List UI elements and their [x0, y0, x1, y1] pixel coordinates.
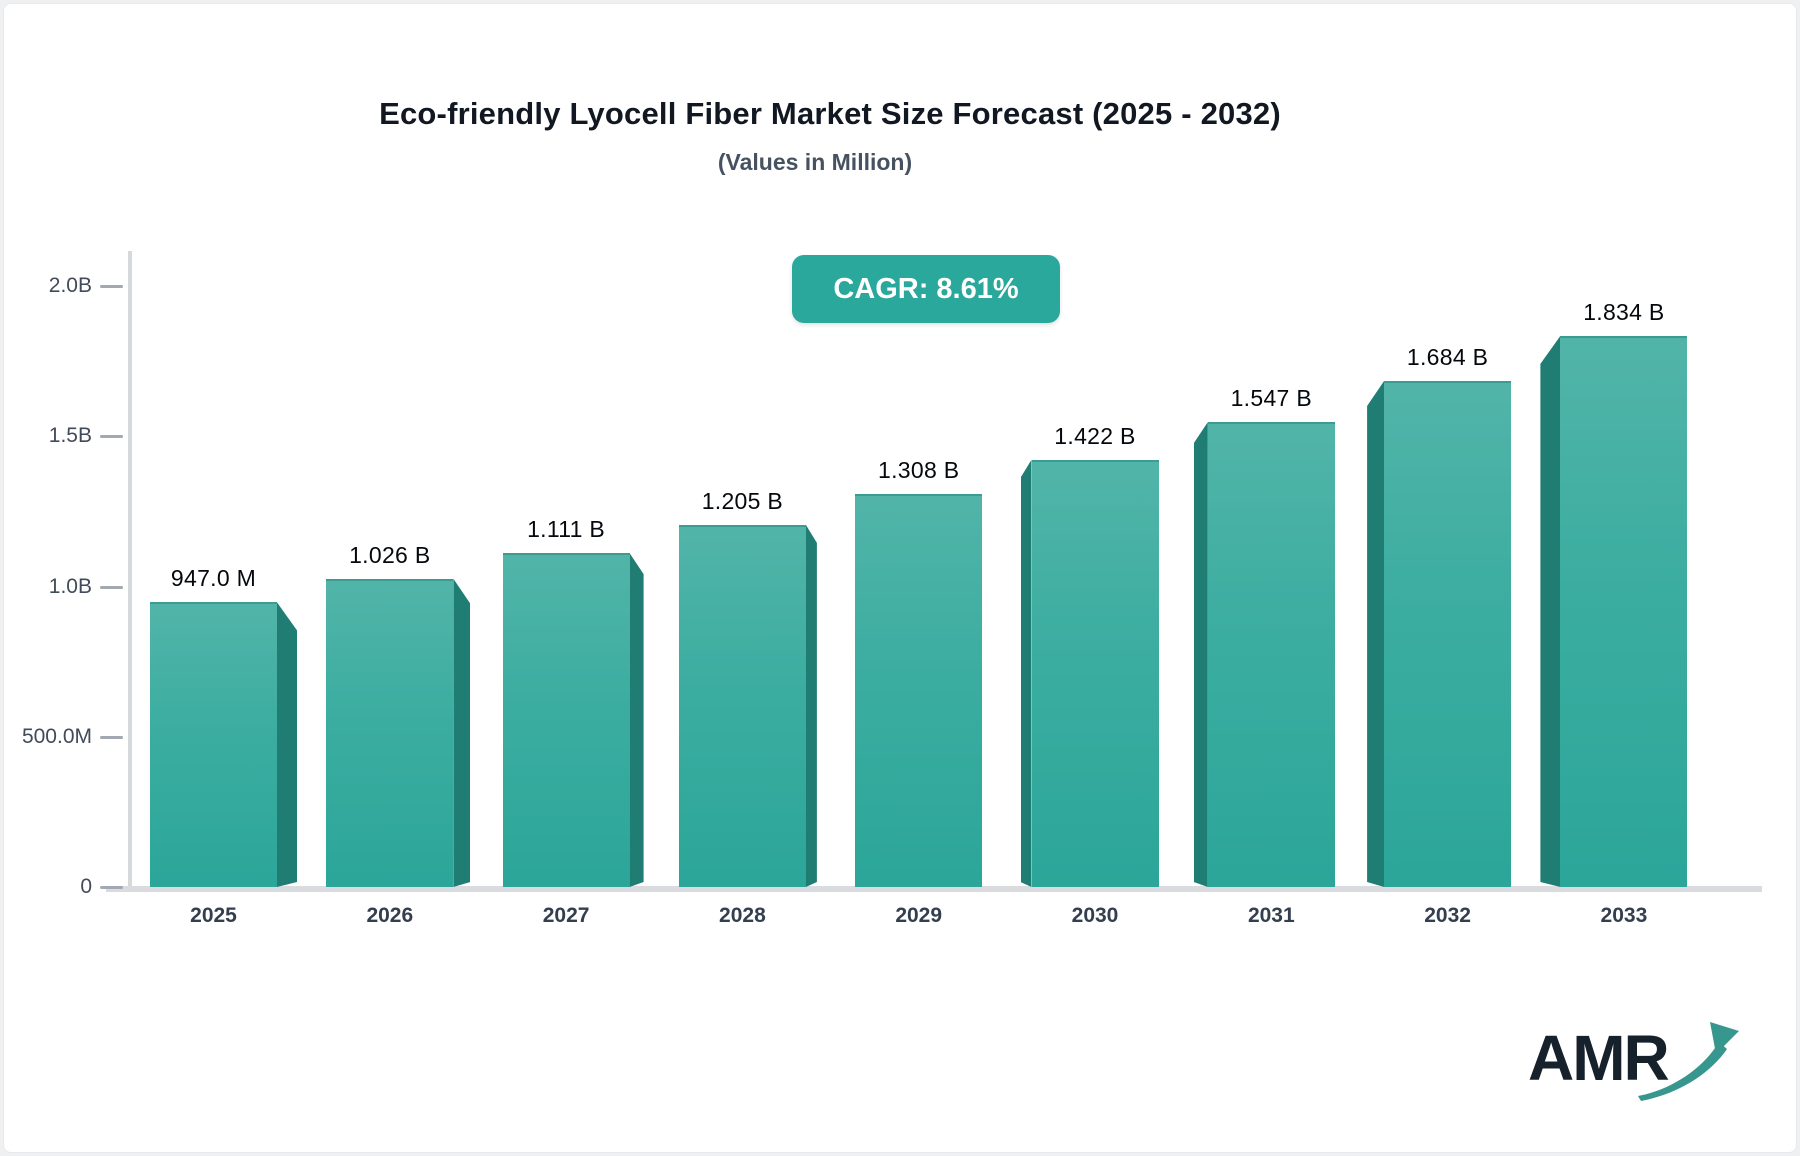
x-tick-label-2029: 2029: [895, 904, 943, 927]
bar-2026: [326, 578, 454, 887]
bar-side-2033: [1540, 336, 1560, 887]
bar-value-label: 1.684 B: [1406, 343, 1489, 370]
bar-2030: [1031, 459, 1159, 887]
bar-side-2027: [630, 553, 644, 887]
x-axis-baseline: [106, 886, 1762, 892]
bar-2028: [678, 524, 806, 887]
cagr-badge: CAGR: 8.61%: [792, 255, 1060, 323]
amr-logo: AMR: [1528, 1018, 1739, 1108]
x-tick-label-2032: 2032: [1424, 904, 1471, 927]
y-tick-label: 500.0M: [21, 724, 92, 748]
bar-value-label: 1.422 B: [1054, 422, 1136, 449]
y-tick-dash: [100, 735, 123, 739]
bar-value-label: 1.111 B: [527, 516, 606, 543]
bar-2033: [1560, 335, 1688, 887]
bar-value-label: 1.026 B: [349, 541, 431, 568]
bar-2032: [1384, 380, 1512, 887]
x-tick-label-2026: 2026: [366, 904, 414, 927]
x-tick-label-2027: 2027: [542, 904, 590, 927]
y-tick-dash: [100, 585, 123, 589]
x-tick-label-2025: 2025: [190, 904, 237, 927]
y-tick-label: 1.0B: [48, 574, 92, 598]
bar-2027: [502, 553, 630, 887]
y-tick-label: 0: [80, 875, 92, 898]
x-tick-label-2031: 2031: [1247, 904, 1295, 927]
y-tick-dash: [100, 435, 123, 439]
cagr-badge-label: CAGR: 8.61%: [833, 272, 1019, 305]
y-tick-label: 2.0B: [48, 274, 92, 297]
bar-side-2032: [1367, 381, 1384, 887]
logo-growth-arrow-icon: [1638, 1022, 1739, 1101]
bar-value-label: 1.834 B: [1583, 298, 1665, 325]
bar-side-2028: [806, 525, 817, 887]
bar-value-label: 947.0 M: [170, 565, 257, 592]
bar-2029: [855, 493, 983, 887]
y-tick-dash: [100, 285, 123, 288]
bar-side-2025: [277, 602, 297, 887]
bar-2025: [150, 602, 277, 887]
y-axis-line: [128, 251, 132, 889]
amr-logo-text: AMR: [1528, 1022, 1670, 1094]
bar-side-2030: [1021, 460, 1032, 887]
y-tick-label: 1.5B: [48, 424, 92, 448]
bar-value-label: 1.308 B: [877, 456, 960, 483]
bar-side-2026: [453, 579, 470, 887]
y-tick-dash: [100, 886, 123, 889]
bar-value-label: 1.205 B: [701, 487, 784, 514]
bar-2031: [1207, 422, 1335, 887]
bar-side-2031: [1194, 422, 1208, 887]
x-tick-label-2033: 2033: [1600, 904, 1648, 927]
x-tick-label-2028: 2028: [719, 904, 766, 927]
bar-value-label: 1.547 B: [1230, 385, 1312, 412]
x-tick-label-2030: 2030: [1071, 904, 1119, 927]
chart-subtitle: (Values in Million): [717, 149, 913, 175]
chart-title: Eco-friendly Lyocell Fiber Market Size F…: [379, 96, 1281, 131]
